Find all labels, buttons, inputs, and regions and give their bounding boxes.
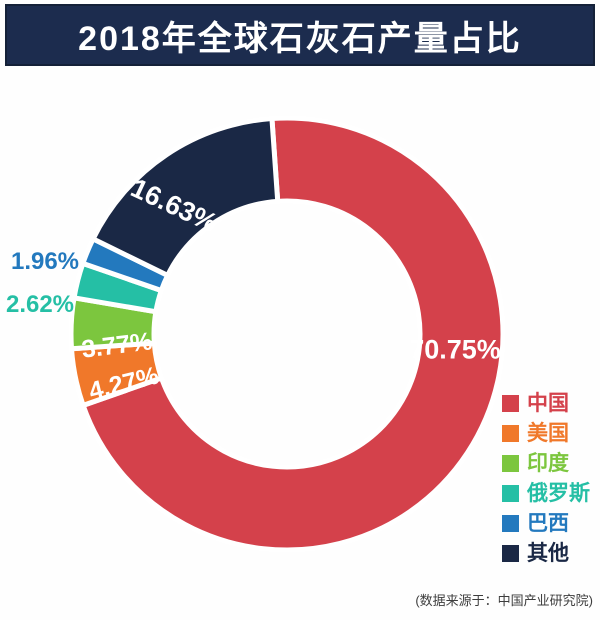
slice-label-russia: 2.62%	[5, 291, 75, 318]
legend-label-india: 印度	[527, 452, 569, 475]
legend-swatch-other	[502, 545, 519, 562]
legend-label-usa: 美国	[527, 422, 569, 445]
legend-swatch-usa	[502, 425, 519, 442]
pie-slice-china	[79, 115, 506, 553]
title-banner: 2018年全球石灰石产量占比	[5, 4, 595, 66]
legend-swatch-russia	[502, 485, 519, 502]
source-note: (数据来源于：中国产业研究院)	[415, 593, 593, 608]
slice-label-brazil: 1.96%	[10, 248, 80, 275]
legend-item-india: 印度	[502, 452, 590, 475]
legend-item-russia: 俄罗斯	[502, 482, 590, 505]
legend-label-russia: 俄罗斯	[527, 482, 590, 505]
legend-swatch-china	[502, 395, 519, 412]
legend-item-other: 其他	[502, 542, 590, 565]
legend-label-china: 中国	[527, 392, 569, 415]
legend-label-other: 其他	[527, 542, 569, 565]
legend-item-brazil: 巴西	[502, 512, 590, 535]
legend-item-usa: 美国	[502, 422, 590, 445]
legend-item-china: 中国	[502, 392, 590, 415]
chart-title: 2018年全球石灰石产量占比	[78, 19, 522, 58]
legend: 中国美国印度俄罗斯巴西其他	[502, 392, 590, 572]
pie-slice-other	[89, 115, 281, 279]
chart-area: 70.75% 4.27% 3.77% 2.62% 1.96% 16.63% 中国 美国 印度俄…	[0, 80, 600, 620]
legend-swatch-india	[502, 455, 519, 472]
legend-swatch-brazil	[502, 515, 519, 532]
legend-label-brazil: 巴西	[527, 512, 569, 535]
slice-label-china: 70.75%	[409, 334, 501, 365]
donut-chart	[68, 115, 506, 553]
